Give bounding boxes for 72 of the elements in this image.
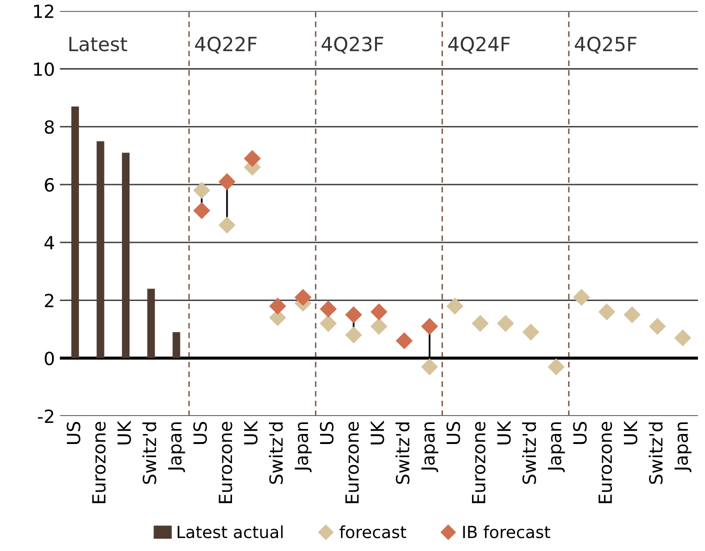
y-tick-label: 2 — [44, 294, 54, 308]
point — [624, 306, 641, 324]
x-tick-label: US — [446, 422, 460, 444]
point — [548, 358, 565, 376]
point — [522, 324, 540, 341]
x-tick-label: Switz'd — [268, 422, 283, 484]
point — [320, 300, 337, 318]
point — [193, 182, 210, 199]
x-tick-label: Japan — [294, 422, 312, 472]
x-tick-label: Eurozone — [92, 422, 106, 504]
point — [269, 298, 286, 315]
x-tick-label: Switz'd — [648, 422, 663, 484]
point — [370, 318, 388, 335]
bar — [96, 141, 104, 358]
x-tick-label: UK — [624, 420, 638, 444]
y-tick-label: -2 — [38, 409, 54, 423]
y-tick-label: 6 — [44, 178, 54, 192]
x-tick-label: US — [193, 422, 207, 444]
x-tick-label: UK — [118, 420, 131, 444]
x-tick-label: Japan — [421, 422, 438, 472]
point — [193, 202, 210, 220]
x-tick-label: Switz'd — [142, 422, 156, 484]
annotation: 4Q24F — [448, 36, 510, 54]
point — [370, 303, 388, 320]
x-tick-label: Eurozone — [598, 422, 612, 504]
point — [674, 329, 692, 346]
point — [218, 216, 236, 234]
x-tick-label: Japan — [168, 422, 186, 472]
x-tick-label: UK — [497, 420, 511, 444]
annotation: 4Q23F — [322, 36, 384, 54]
legend-label: forecast — [340, 525, 406, 538]
point — [446, 298, 464, 315]
x-tick-label: Eurozone — [218, 422, 232, 504]
point — [396, 332, 413, 350]
point — [598, 303, 616, 320]
x-tick-label: Japan — [548, 422, 565, 472]
point — [218, 173, 236, 190]
bar — [122, 152, 130, 358]
point — [497, 314, 514, 332]
point — [345, 306, 362, 324]
point — [421, 318, 438, 335]
x-tick-label: Switz'd — [522, 422, 536, 484]
x-tick-label: Eurozone — [472, 422, 486, 504]
y-tick-label: 4 — [44, 236, 54, 250]
bar — [71, 106, 79, 358]
x-tick-label: US — [320, 422, 334, 444]
point — [472, 314, 489, 332]
point — [572, 288, 590, 306]
y-tick-label: 10 — [34, 62, 54, 76]
bar — [147, 288, 155, 358]
x-tick-label: Japan — [674, 422, 692, 472]
bar — [172, 332, 180, 358]
point — [345, 326, 362, 344]
x-tick-label: US — [573, 422, 587, 444]
x-tick-label: UK — [370, 420, 384, 444]
point — [648, 318, 666, 335]
y-tick-label: 0 — [44, 352, 54, 366]
legend-label: IB forecast — [463, 525, 550, 538]
x-tick-label: US — [66, 422, 80, 444]
y-tick-label: 8 — [44, 120, 54, 134]
annotation: 4Q25F — [574, 36, 636, 54]
point — [320, 314, 337, 332]
x-tick-label: UK — [244, 420, 258, 444]
point — [421, 358, 438, 376]
point — [294, 288, 312, 306]
x-tick-label: Switz'd — [396, 422, 410, 484]
annotation: 4Q22F — [195, 36, 257, 54]
annotation: Latest — [69, 36, 128, 52]
legend-label: Latest actual — [178, 525, 283, 538]
x-tick-label: Eurozone — [345, 422, 359, 504]
point — [244, 150, 261, 168]
y-tick-label: 12 — [34, 4, 54, 18]
